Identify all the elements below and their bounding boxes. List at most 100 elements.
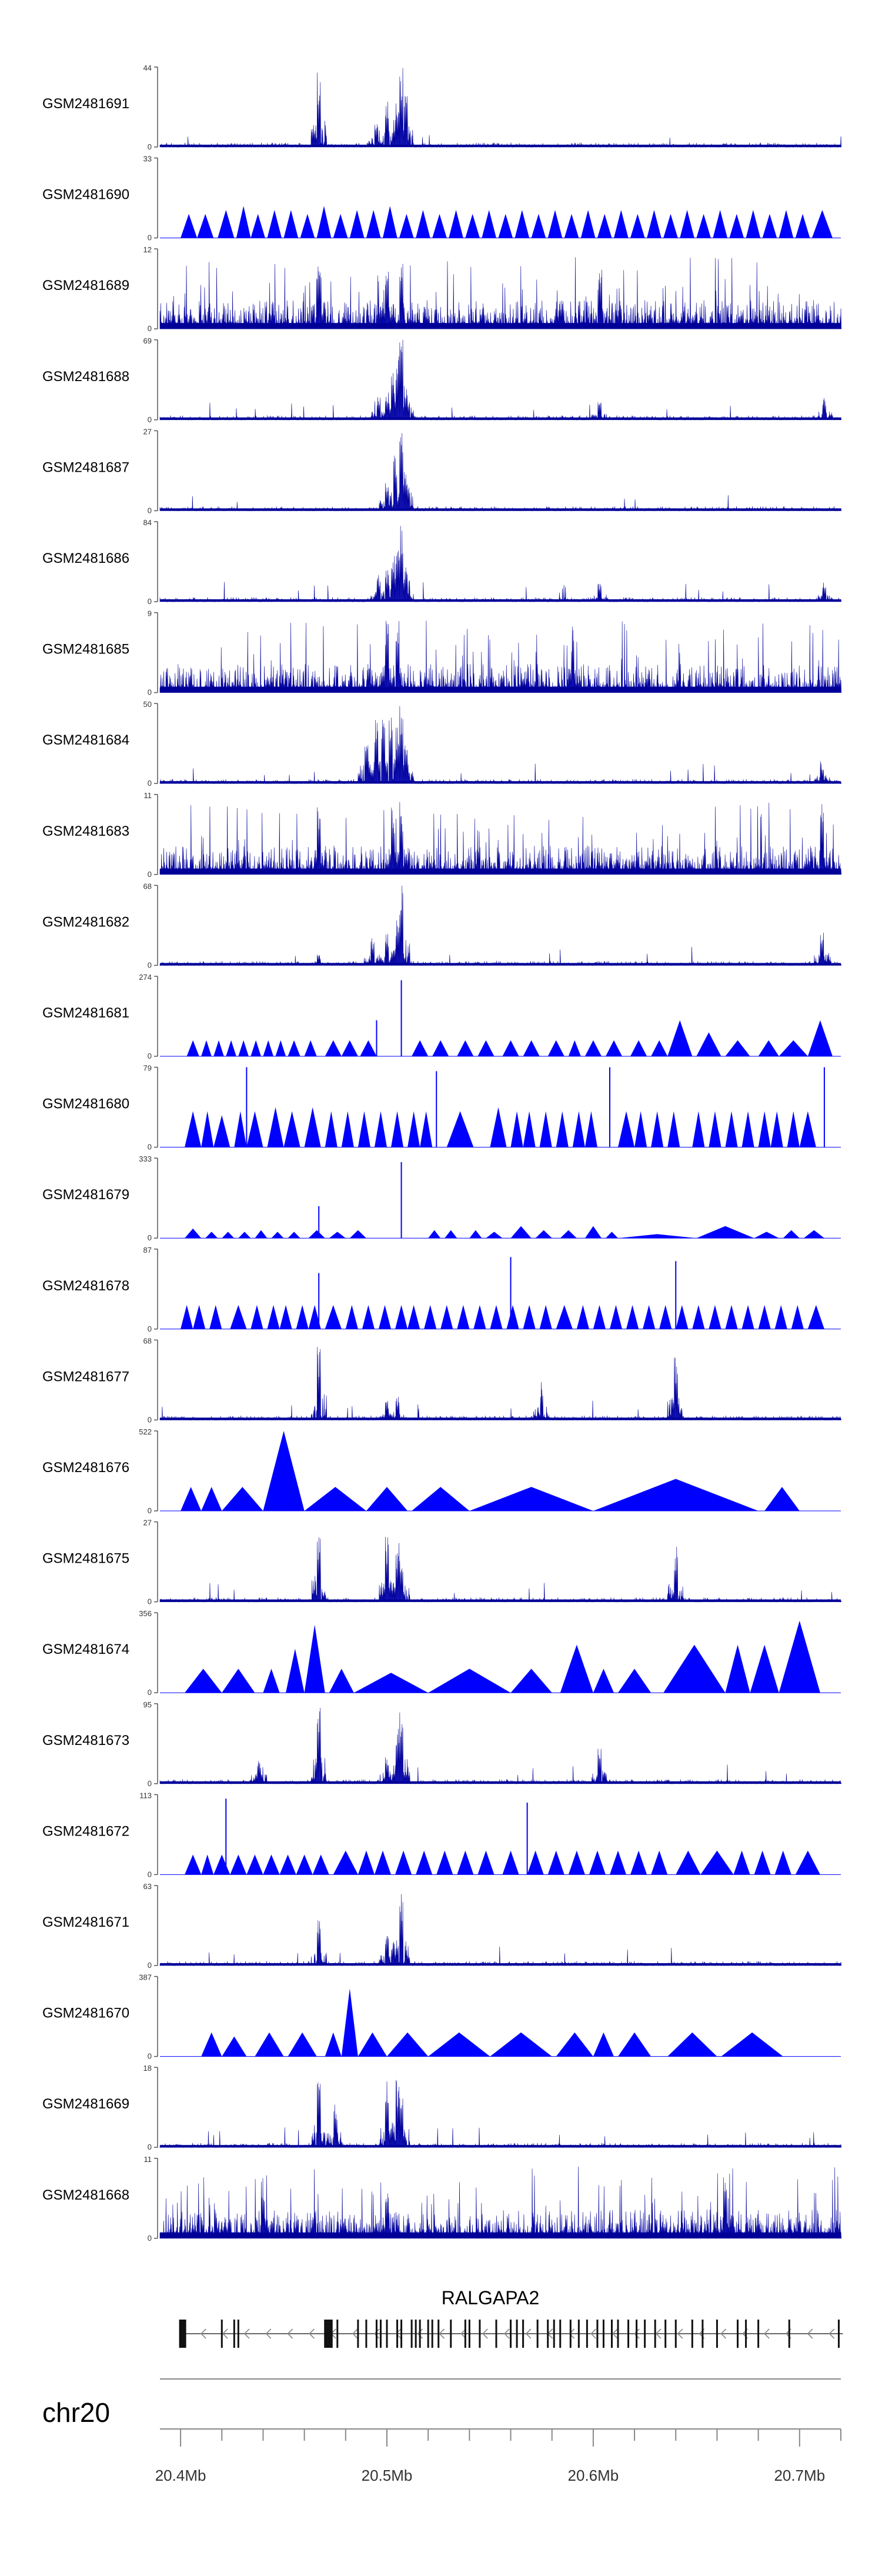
coverage-triangle bbox=[659, 1305, 672, 1329]
coverage-triangle bbox=[275, 1040, 286, 1056]
coverage-triangle bbox=[333, 213, 348, 238]
track-label: GSM2481682 bbox=[42, 914, 129, 930]
coverage-triangle bbox=[341, 1988, 358, 2057]
coverage-triangle bbox=[514, 210, 530, 238]
coverage-triangle bbox=[222, 1669, 255, 1693]
coverage-triangle bbox=[288, 2032, 317, 2057]
coverage-triangle bbox=[424, 1305, 437, 1329]
exon-mark bbox=[419, 2320, 421, 2348]
y-max-label: 68 bbox=[143, 882, 152, 890]
coverage-triangle bbox=[308, 1305, 321, 1329]
coverage-triangle bbox=[449, 210, 463, 238]
coverage-triangle bbox=[201, 1854, 214, 1875]
coverage-triangle bbox=[382, 206, 397, 238]
exon-mark bbox=[516, 2320, 518, 2348]
coverage-triangle bbox=[754, 1850, 771, 1875]
y-min-label: 0 bbox=[148, 1324, 152, 1333]
coverage-triangle bbox=[358, 1111, 370, 1147]
coverage-triangle bbox=[325, 1111, 338, 1147]
coverage-triangle bbox=[779, 1040, 808, 1056]
coverage-triangle bbox=[263, 1854, 280, 1875]
coverage-triangle bbox=[643, 1305, 656, 1329]
y-max-label: 11 bbox=[144, 791, 152, 800]
track-GSM2481684: GSM2481684 50 0 bbox=[42, 700, 842, 788]
coverage-triangle bbox=[209, 1305, 222, 1329]
signal-baseline bbox=[160, 2145, 841, 2148]
coverage-triangle bbox=[457, 1305, 470, 1329]
signal-area bbox=[159, 339, 842, 421]
coverage-triangle bbox=[651, 1111, 664, 1147]
coverage-triangle bbox=[560, 1644, 593, 1693]
coverage-triangle bbox=[341, 1111, 354, 1147]
exon-mark bbox=[745, 2320, 747, 2348]
exon-mark bbox=[547, 2320, 549, 2348]
coverage-triangle bbox=[498, 213, 513, 238]
coverage-triangle bbox=[593, 1669, 614, 1693]
signal-area bbox=[159, 1894, 842, 1967]
exon-mark bbox=[325, 2320, 333, 2348]
y-min-label: 0 bbox=[148, 142, 152, 151]
strand-arrow bbox=[633, 2328, 640, 2339]
coverage-triangle bbox=[358, 2032, 387, 2057]
coverage-triangle bbox=[197, 213, 214, 238]
coverage-triangle bbox=[593, 1479, 759, 1511]
track-GSM2481678: GSM2481678 87 0 bbox=[42, 1246, 841, 1333]
exon-mark bbox=[379, 2320, 382, 2348]
coverage-triangle bbox=[725, 1040, 750, 1056]
coverage-triangle bbox=[593, 1305, 606, 1329]
coverage-triangle bbox=[250, 1040, 261, 1056]
exon-mark bbox=[479, 2320, 481, 2348]
coverage-triangle bbox=[312, 1854, 329, 1875]
coverage-triangle bbox=[428, 1230, 441, 1239]
coverage-triangle bbox=[795, 1850, 820, 1875]
axis-tick-label: 20.6Mb bbox=[568, 2467, 619, 2484]
signal-baseline bbox=[160, 2232, 841, 2238]
coverage-triangle bbox=[564, 213, 579, 238]
coverage-triangle bbox=[477, 1850, 495, 1875]
y-min-label: 0 bbox=[148, 1961, 152, 1970]
coverage-triangle bbox=[267, 1305, 280, 1329]
coverage-triangle bbox=[523, 1111, 536, 1147]
signal-baseline bbox=[160, 868, 841, 875]
strand-arrow bbox=[417, 2328, 423, 2339]
coverage-triangle bbox=[333, 1850, 358, 1875]
coverage-triangle bbox=[296, 1854, 313, 1875]
track-label: GSM2481671 bbox=[42, 1914, 129, 1930]
exon-mark bbox=[396, 2320, 399, 2348]
coverage-triangle bbox=[527, 1850, 544, 1875]
coverage-triangle bbox=[308, 1230, 325, 1239]
coverage-triangle bbox=[725, 1111, 738, 1147]
coverage-triangle bbox=[634, 1111, 647, 1147]
track-GSM2481672: GSM2481672 113 0 bbox=[42, 1791, 841, 1878]
coverage-triangle bbox=[676, 1850, 701, 1875]
coverage-triangle bbox=[547, 1040, 564, 1056]
coverage-triangle bbox=[630, 1040, 647, 1056]
gene-name-label: RALGAPA2 bbox=[442, 2287, 540, 2308]
exon-mark bbox=[701, 2320, 704, 2348]
exon-mark bbox=[654, 2320, 656, 2348]
exon-mark bbox=[450, 2320, 452, 2348]
coverage-triangle bbox=[358, 1850, 375, 1875]
track-label: GSM2481687 bbox=[42, 459, 129, 475]
coverage-triangle bbox=[680, 210, 694, 238]
track-GSM2481675: GSM2481675 27 0 bbox=[42, 1519, 842, 1606]
signal-baseline bbox=[160, 599, 841, 602]
y-min-label: 0 bbox=[148, 415, 152, 424]
coverage-triangle bbox=[288, 1040, 300, 1056]
coverage-triangle bbox=[568, 1850, 585, 1875]
coverage-triangle bbox=[222, 1232, 235, 1239]
coverage-triangle bbox=[428, 1669, 511, 1693]
coverage-triangle bbox=[774, 1305, 787, 1329]
exon-mark bbox=[183, 2320, 186, 2348]
strand-arrow bbox=[677, 2328, 683, 2339]
exon-mark bbox=[220, 2320, 223, 2348]
exon-mark bbox=[427, 2320, 429, 2348]
y-max-label: 12 bbox=[143, 245, 152, 254]
exon-mark bbox=[415, 2320, 417, 2348]
coverage-triangle bbox=[663, 1644, 726, 1693]
coverage-triangle bbox=[440, 1305, 453, 1329]
coverage-triangle bbox=[758, 1111, 771, 1147]
coverage-triangle bbox=[341, 1040, 358, 1056]
coverage-triangle bbox=[721, 2032, 783, 2057]
